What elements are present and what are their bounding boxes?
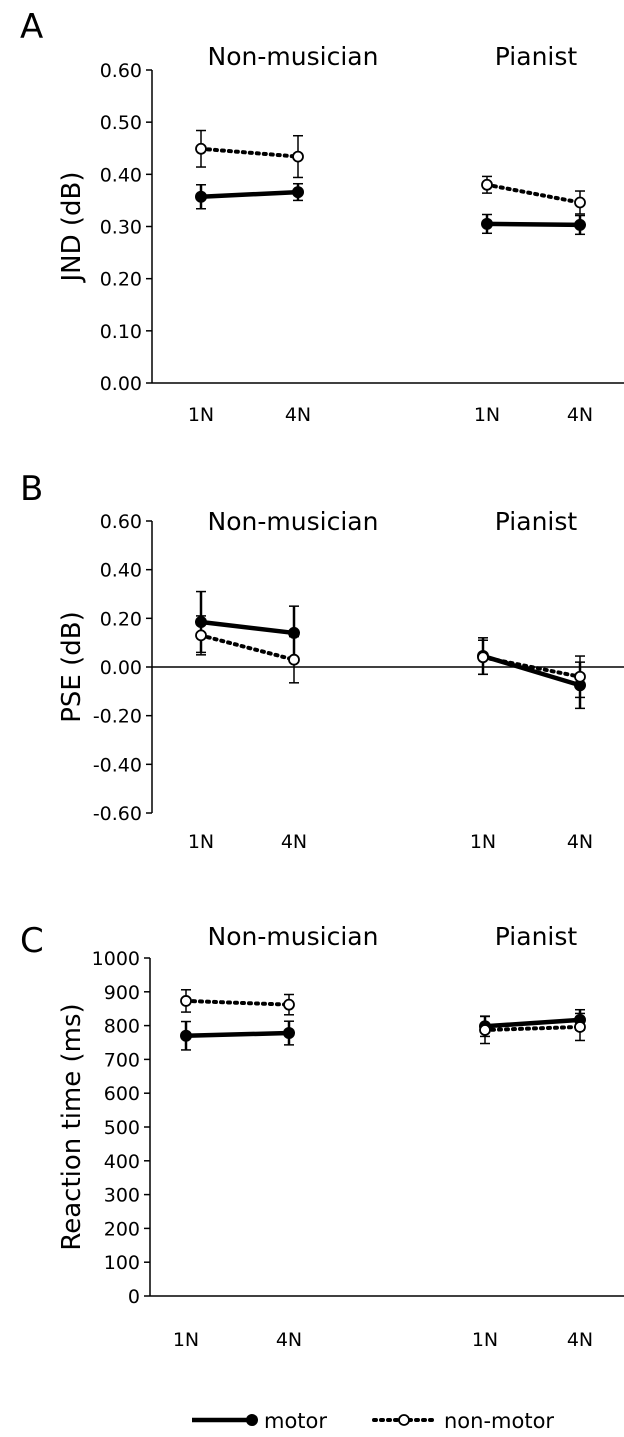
data-point-non-motor xyxy=(195,629,207,642)
group-title: Pianist xyxy=(495,922,578,951)
y-tick-label: 0.20 xyxy=(100,269,142,291)
legend-marker-non-motor xyxy=(398,1414,410,1426)
data-point-non-motor xyxy=(481,178,493,191)
data-point-non-motor xyxy=(292,150,304,163)
y-tick-label: 900 xyxy=(104,982,140,1004)
y-tick-label: 600 xyxy=(104,1083,140,1105)
legend-label: non-motor xyxy=(444,1409,554,1433)
x-tick-label: 1N xyxy=(173,1329,199,1351)
series-line-non-motor xyxy=(184,998,291,1007)
y-tick-label: 0.20 xyxy=(100,608,142,630)
data-point-non-motor xyxy=(283,998,295,1011)
x-tick-label: 4N xyxy=(567,404,593,426)
y-tick-label: 0.00 xyxy=(100,373,142,395)
group-title: Non-musician xyxy=(208,42,379,71)
y-tick-label: 300 xyxy=(104,1185,140,1207)
data-point-motor xyxy=(292,186,304,199)
group-title: Non-musician xyxy=(208,507,379,536)
x-tick-label: 1N xyxy=(474,404,500,426)
x-tick-label: 4N xyxy=(567,1329,593,1351)
data-point-non-motor xyxy=(574,670,586,683)
x-tick-label: 4N xyxy=(281,831,307,853)
y-tick-label: 0.60 xyxy=(100,60,142,82)
series-line-non-motor xyxy=(485,182,582,205)
data-point-non-motor xyxy=(574,1021,586,1033)
y-tick-label: 0.40 xyxy=(100,164,142,186)
y-tick-label: 0.40 xyxy=(100,560,142,582)
panel-letter: C xyxy=(20,921,44,961)
data-point-non-motor xyxy=(180,995,192,1007)
data-point-non-motor xyxy=(574,196,586,209)
series-line-non-motor xyxy=(199,633,296,662)
series-line-motor xyxy=(185,1030,290,1038)
y-tick-label: 0.00 xyxy=(100,657,142,679)
y-tick-label: 1000 xyxy=(92,948,140,970)
y-axis-title: JND (dB) xyxy=(57,171,87,283)
series-line-motor xyxy=(484,1017,581,1029)
y-tick-label: 200 xyxy=(104,1218,140,1240)
series-line-non-motor xyxy=(483,1024,582,1032)
y-tick-label: 100 xyxy=(104,1252,140,1274)
x-tick-label: 1N xyxy=(188,831,214,853)
series-line-motor xyxy=(200,189,299,200)
x-tick-label: 4N xyxy=(276,1329,302,1351)
y-axis-title: Reaction time (ms) xyxy=(57,1003,87,1250)
y-tick-label: 400 xyxy=(104,1151,140,1173)
y-tick-label: 800 xyxy=(104,1016,140,1038)
data-point-motor xyxy=(180,1029,192,1042)
y-tick-label: -0.20 xyxy=(93,706,142,728)
data-point-non-motor xyxy=(288,653,300,666)
y-tick-label: 500 xyxy=(104,1117,140,1139)
x-tick-label: 4N xyxy=(567,831,593,853)
data-point-motor xyxy=(481,217,493,230)
x-tick-label: 1N xyxy=(472,1329,498,1351)
y-tick-label: -0.60 xyxy=(93,803,142,825)
y-tick-label: -0.40 xyxy=(93,754,142,776)
x-tick-label: 1N xyxy=(188,404,214,426)
y-tick-label: 0.10 xyxy=(100,321,142,343)
y-tick-label: 0.30 xyxy=(100,217,142,239)
y-tick-label: 0.50 xyxy=(100,112,142,134)
series-line-non-motor xyxy=(199,146,300,159)
series-line-non-motor xyxy=(481,655,582,679)
series-line-motor xyxy=(486,221,581,228)
group-title: Pianist xyxy=(495,42,578,71)
data-point-non-motor xyxy=(195,142,207,155)
legend-marker-motor xyxy=(246,1414,258,1426)
data-point-non-motor xyxy=(477,651,489,664)
data-point-motor xyxy=(574,218,586,231)
y-tick-label: 0 xyxy=(128,1286,140,1308)
y-axis-title: PSE (dB) xyxy=(57,611,87,723)
panel-letter: A xyxy=(20,7,43,47)
legend-label: motor xyxy=(264,1409,327,1433)
y-tick-label: 0.60 xyxy=(100,511,142,533)
x-tick-label: 4N xyxy=(285,404,311,426)
data-point-non-motor xyxy=(479,1024,491,1036)
group-title: Non-musician xyxy=(208,922,379,951)
group-title: Pianist xyxy=(495,507,578,536)
data-point-motor xyxy=(195,190,207,203)
series-line-motor xyxy=(200,619,295,636)
x-tick-label: 1N xyxy=(470,831,496,853)
panel-letter: B xyxy=(20,469,43,509)
y-tick-label: 700 xyxy=(104,1049,140,1071)
data-point-motor xyxy=(283,1027,295,1040)
